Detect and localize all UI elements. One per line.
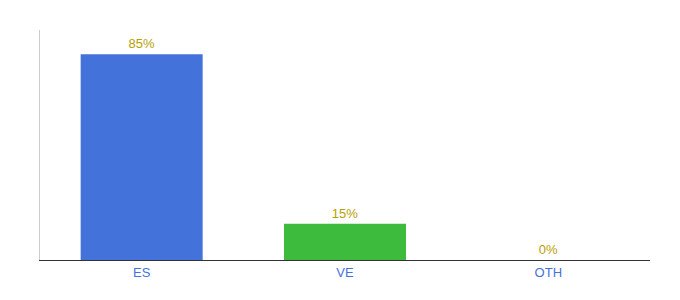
svg-text:VE: VE	[336, 265, 354, 280]
svg-text:OTH: OTH	[535, 265, 562, 280]
svg-text:ES: ES	[133, 265, 151, 280]
svg-text:15%: 15%	[332, 206, 358, 221]
svg-text:85%: 85%	[128, 36, 154, 51]
svg-text:0%: 0%	[539, 242, 558, 257]
